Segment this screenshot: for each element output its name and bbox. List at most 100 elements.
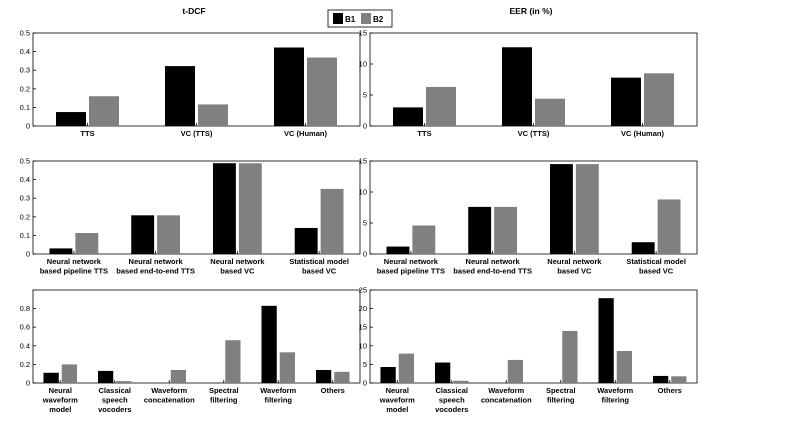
bar-b1-2: [165, 66, 195, 126]
bar-b2-4: [562, 330, 578, 383]
y-tick-label: 25: [359, 286, 367, 295]
category-label: based VC: [557, 267, 592, 276]
category-label: filtering: [265, 396, 293, 405]
y-tick-label: 0.3: [20, 194, 30, 203]
bar-b2-5: [616, 351, 633, 383]
bar-b2-2: [535, 98, 565, 126]
bar-b2-2: [198, 104, 228, 126]
y-tick-label: 0.1: [20, 103, 30, 112]
bar-b1-1: [43, 372, 59, 383]
bar-b1-3: [212, 163, 236, 254]
category-label: waveform: [42, 396, 78, 405]
category-label: TTS: [417, 129, 431, 138]
y-tick-label: 0.6: [20, 323, 30, 332]
category-label: Spectral: [209, 386, 239, 395]
y-tick-label: 0.5: [20, 29, 30, 38]
y-tick-label: 0.2: [20, 360, 30, 369]
bar-b1-3: [549, 164, 573, 254]
y-tick-label: 15: [359, 157, 367, 166]
category-label: based pipeline TTS: [40, 267, 108, 276]
category-label: based VC: [302, 267, 337, 276]
bar-b2-3: [238, 163, 262, 254]
bar-b1-6: [315, 369, 332, 383]
bar-b1-4: [631, 242, 655, 254]
category-label: VC (Human): [621, 129, 664, 138]
category-label: speech: [102, 396, 128, 405]
panel-title-tdcf: t-DCF: [182, 6, 205, 16]
bar-b1-2: [468, 206, 492, 254]
category-label: Spectral: [546, 386, 576, 395]
bar-b2-2: [494, 206, 518, 254]
y-tick-label: 15: [359, 29, 367, 38]
bar-b1-3: [611, 77, 641, 126]
bar-b1-2: [434, 362, 451, 383]
category-label: Classical: [435, 386, 468, 395]
y-tick-label: 0.4: [20, 175, 30, 184]
category-label: Classical: [98, 386, 131, 395]
legend: B1 B2: [327, 9, 393, 28]
y-tick-label: 15: [359, 323, 367, 332]
bar-b1-2: [502, 47, 532, 127]
legend-swatch-b1: [333, 13, 343, 24]
bar-b2-6: [671, 376, 687, 383]
bar-b2-3: [644, 73, 674, 126]
bar-b1-2: [97, 370, 114, 383]
category-label: based VC: [639, 267, 674, 276]
category-label: TTS: [80, 129, 94, 138]
y-tick-label: 10: [359, 188, 367, 197]
bar-b2-1: [426, 86, 456, 126]
y-tick-label: 5: [363, 219, 367, 228]
bar-b2-2: [157, 215, 181, 254]
y-tick-label: 0: [363, 379, 367, 388]
category-label: Neural network: [129, 257, 184, 266]
category-label: Waveform: [488, 386, 524, 395]
bar-b1-4: [294, 227, 318, 254]
y-tick-label: 0.2: [20, 212, 30, 221]
category-label: Others: [321, 386, 345, 395]
category-label: Neural network: [547, 257, 602, 266]
category-label: Statistical model: [626, 257, 686, 266]
y-tick-label: 0: [26, 250, 30, 259]
bar-b2-5: [279, 352, 296, 383]
category-label: VC (TTS): [181, 129, 213, 138]
bar-b2-3: [170, 369, 187, 383]
category-label: VC (TTS): [518, 129, 550, 138]
bar-b1-2: [131, 215, 155, 254]
category-label: Neural network: [466, 257, 521, 266]
bar-b2-1: [398, 353, 415, 383]
bar-b2-1: [89, 96, 119, 126]
y-tick-label: 10: [359, 341, 367, 350]
category-label: based VC: [220, 267, 255, 276]
bar-b1-1: [386, 246, 410, 254]
bar-b2-1: [75, 232, 99, 254]
y-tick-label: 5: [363, 360, 367, 369]
bar-b1-1: [56, 112, 86, 126]
bar-b2-1: [412, 225, 436, 254]
legend-label-b2: B2: [373, 15, 384, 24]
category-label: vocoders: [98, 405, 131, 414]
axes-frame: [369, 160, 698, 255]
category-label: Neural network: [210, 257, 265, 266]
legend-box: [327, 9, 393, 28]
bar-b2-2: [453, 380, 469, 383]
y-tick-label: 0: [363, 122, 367, 131]
bar-b1-1: [49, 248, 73, 254]
y-tick-label: 0.2: [20, 84, 30, 93]
bar-b1-5: [261, 305, 277, 383]
y-tick-label: 0.8: [20, 304, 30, 313]
bar-b2-6: [334, 371, 350, 383]
category-label: Neural network: [384, 257, 439, 266]
category-label: concatenation: [481, 396, 532, 405]
category-label: based end-to-end TTS: [453, 267, 532, 276]
legend-label-b1: B1: [345, 15, 356, 24]
category-label: based pipeline TTS: [377, 267, 445, 276]
category-label: vocoders: [435, 405, 468, 414]
bar-b1-6: [652, 375, 669, 383]
category-label: filtering: [547, 396, 575, 405]
axes-frame: [369, 289, 698, 384]
category-label: Waveform: [151, 386, 187, 395]
y-tick-label: 0.4: [20, 47, 30, 56]
